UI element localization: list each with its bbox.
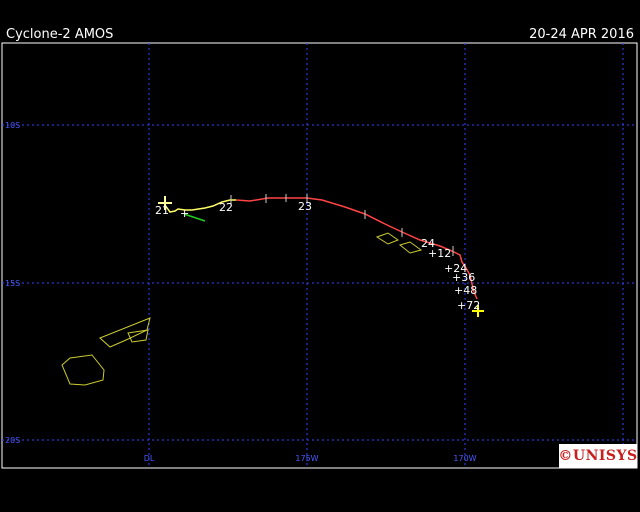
lat-label-15s: 15S <box>5 279 20 288</box>
lon-label-dl: DL <box>144 454 155 463</box>
track-depression-segment <box>183 213 206 222</box>
track-cyclone-segment <box>235 197 478 300</box>
forecast-label-24h: +24 <box>444 262 467 275</box>
position-markers <box>158 196 484 317</box>
forecast-label-12h: +12 <box>428 247 451 260</box>
lon-label-170w: 170W <box>453 454 476 463</box>
storm-title: Cyclone-2 AMOS <box>6 27 114 42</box>
unisys-logo: ©UNISYS <box>558 444 638 468</box>
lat-label-10s: 10S <box>5 121 20 130</box>
lat-label-20s: 20S <box>5 436 20 445</box>
storm-track <box>164 197 478 300</box>
island-upolu <box>375 232 400 245</box>
island-viti-levu <box>61 354 105 386</box>
day-label-23: 23 <box>298 200 312 213</box>
day-label-22: 22 <box>219 201 233 214</box>
forecast-label-48h: +48 <box>454 284 477 297</box>
coastlines <box>61 232 423 386</box>
date-range: 20-24 APR 2016 <box>529 27 634 42</box>
track-marker-plus: + <box>180 207 189 220</box>
island-vanua-levu <box>99 317 151 348</box>
forecast-label-72h: +72 <box>457 299 480 312</box>
day-label-21: 21 <box>155 204 169 217</box>
island-savaii <box>398 241 423 254</box>
grid-lines <box>2 43 637 468</box>
track-ticks <box>230 194 454 256</box>
track-storm-segment <box>164 199 236 213</box>
unisys-logo-text: ©UNISYS <box>558 448 638 464</box>
map-frame <box>1 42 638 469</box>
island-vanua-levu-east <box>127 329 149 343</box>
lon-label-175w: 175W <box>295 454 318 463</box>
forecast-label-36h: +36 <box>452 271 475 284</box>
day-label-24: 24 <box>421 237 435 250</box>
